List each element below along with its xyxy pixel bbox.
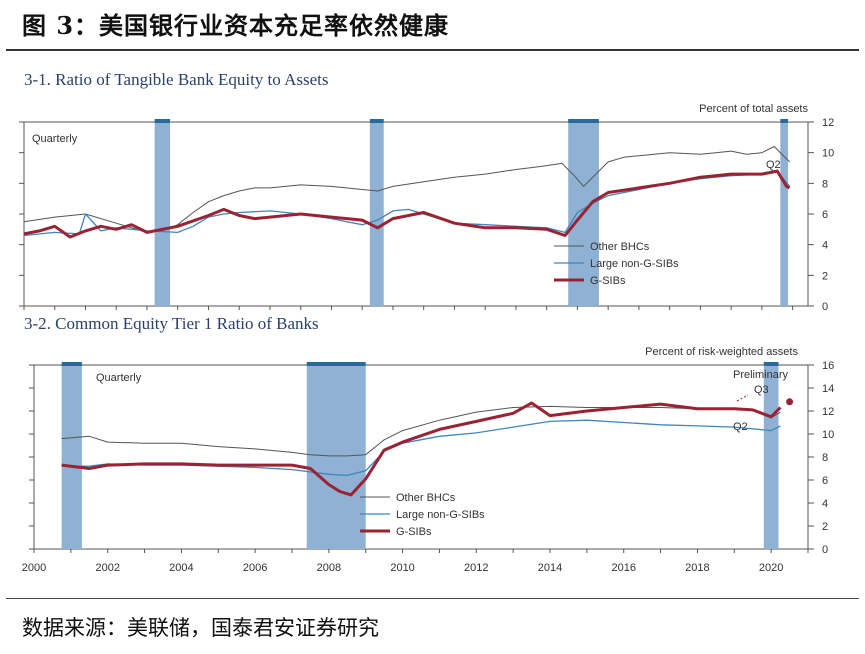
- series-line-other-bhcs: [23, 146, 790, 233]
- y-tick-label: 6: [822, 209, 828, 221]
- y-tick-label: 8: [822, 178, 828, 190]
- y-tick-label: 4: [822, 498, 828, 510]
- y-tick-label: 2: [822, 270, 828, 282]
- recession-band: [61, 365, 82, 549]
- y-tick-label: 14: [822, 383, 834, 395]
- panel-1-ticks: 0 2 4 6 8 10 12: [19, 117, 834, 313]
- x-tick-label: 2008: [317, 562, 341, 574]
- panel-1-title: 3-1. Ratio of Tangible Bank Equity to As…: [24, 70, 328, 89]
- source-note: 数据来源：美联储，国泰君安证券研究: [22, 616, 379, 640]
- recession-band-cap: [154, 119, 171, 123]
- y-tick-label: 10: [822, 429, 834, 441]
- x-tick-label: 2016: [611, 562, 635, 574]
- y-tick-label: 6: [822, 475, 828, 487]
- panel-2-frequency: Quarterly: [96, 372, 142, 384]
- y-tick-label: 12: [822, 406, 834, 418]
- series-line-g-sibs: [61, 401, 782, 497]
- panel-2-title: 3-2. Common Equity Tier 1 Ratio of Banks: [24, 314, 319, 333]
- y-tick-label: 0: [822, 301, 828, 313]
- recession-band-cap: [61, 362, 82, 366]
- legend-1-gsib: G-SIBs: [590, 275, 626, 287]
- x-tick-label: 2012: [464, 562, 488, 574]
- panel-2-frame: [33, 364, 809, 550]
- preliminary-point: [786, 398, 794, 406]
- legend-2-gsib: G-SIBs: [396, 526, 432, 538]
- panel-1-q2-note: Q2: [766, 159, 781, 171]
- x-tick-label: 2018: [685, 562, 709, 574]
- panel-2-preliminary-note: Preliminary: [733, 369, 789, 381]
- panel-2-legend: Other BHCs Large non-G-SIBs G-SIBs: [360, 492, 485, 538]
- x-tick-label: 2014: [538, 562, 562, 574]
- legend-1-other: Other BHCs: [590, 241, 650, 253]
- y-tick-label: 8: [822, 452, 828, 464]
- panel-1-frequency: Quarterly: [32, 133, 78, 145]
- legend-2-other: Other BHCs: [396, 492, 456, 504]
- legend-1-large: Large non-G-SIBs: [590, 258, 679, 270]
- recession-band-cap: [780, 119, 789, 123]
- panel-1-lines: [23, 146, 791, 239]
- y-tick-label: 12: [822, 117, 834, 129]
- panel-2-lines: [61, 398, 794, 497]
- x-tick-label: 2010: [390, 562, 414, 574]
- panel-2-q2-note: Q2: [733, 421, 748, 433]
- panel-2-q3-leader: [736, 394, 749, 402]
- recession-band: [306, 365, 366, 549]
- recession-band: [780, 122, 789, 306]
- y-tick-label: 0: [822, 544, 828, 556]
- recession-band: [369, 122, 384, 306]
- y-tick-label: 16: [822, 360, 834, 372]
- series-line-g-sibs: [23, 169, 791, 239]
- y-tick-label: 4: [822, 240, 828, 252]
- panel-2: 3-2. Common Equity Tier 1 Ratio of Banks…: [22, 314, 834, 574]
- panel-2-ylabel: Percent of risk-weighted assets: [645, 346, 798, 358]
- panel-1-legend: Other BHCs Large non-G-SIBs G-SIBs: [554, 241, 679, 287]
- recession-band-cap: [306, 362, 366, 366]
- recession-band-cap: [568, 119, 599, 123]
- recession-band-cap: [369, 119, 384, 123]
- y-tick-label: 2: [822, 521, 828, 533]
- panel-2-recessions: [61, 362, 779, 549]
- series-line-large-non-g-sibs: [61, 419, 781, 477]
- x-tick-label: 2004: [169, 562, 193, 574]
- panel-2-ticks: 0 2 4 6 8 10 12 14 16 2000 2002 2004 2006 2008 2010 201…: [22, 360, 834, 574]
- legend-2-large: Large non-G-SIBs: [396, 509, 485, 521]
- panel-1: 3-1. Ratio of Tangible Bank Equity to As…: [19, 70, 834, 313]
- recession-band-cap: [763, 362, 779, 366]
- x-tick-label: 2020: [759, 562, 783, 574]
- x-tick-label: 2002: [95, 562, 119, 574]
- bottom-rule: [6, 598, 859, 599]
- x-tick-label: 2000: [22, 562, 46, 574]
- recession-band: [154, 122, 171, 306]
- panel-2-q3-note: Q3: [754, 384, 769, 396]
- series-line-other-bhcs: [61, 405, 781, 457]
- panel-1-ylabel: Percent of total assets: [699, 103, 808, 115]
- x-tick-label: 2006: [243, 562, 267, 574]
- figure-title: 图 3：美国银行业资本充足率依然健康: [22, 11, 450, 40]
- top-rule: [6, 49, 859, 51]
- y-tick-label: 10: [822, 148, 834, 160]
